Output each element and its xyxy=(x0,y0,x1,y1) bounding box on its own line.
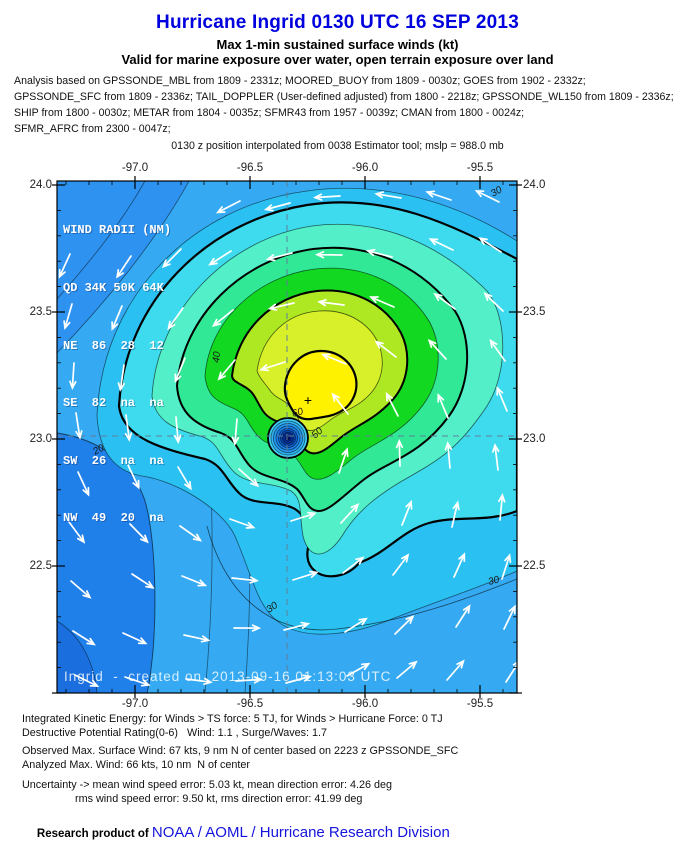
subtitle-wind-type: Max 1-min sustained surface winds (kt) xyxy=(216,37,459,52)
lon-tick-label-top: -96.0 xyxy=(351,162,379,174)
lat-tick-label-right: 23.5 xyxy=(523,306,546,318)
dpr-line: Destructive Potential Rating(0-6) Wind: … xyxy=(22,727,328,739)
contour-thin-northwest xyxy=(57,181,146,300)
wind-radii-title: WIND RADII (NM) xyxy=(63,223,172,238)
lon-tick-label-top: -97.0 xyxy=(121,162,149,174)
lat-tick-label-left: 23.0 xyxy=(29,433,52,445)
lon-tick-label-bottom: -95.5 xyxy=(466,698,494,710)
contour-label-60: 60 xyxy=(291,406,305,420)
credit-orgs-link[interactable]: NOAA / AOML / Hurricane Research Divisio… xyxy=(151,824,450,841)
contour-label-40: 40 xyxy=(211,351,223,364)
lon-tick-label-bottom: -96.0 xyxy=(351,698,379,710)
wind-radii-row-sw: SW 26 na na xyxy=(63,453,164,468)
wind-field-map: 20 30 30 30 40 50 60 + xyxy=(52,176,522,698)
wind-radii-row-nw: NW 49 20 na xyxy=(63,511,164,526)
lat-tick-label-right: 24.0 xyxy=(523,179,546,191)
axis-ticks xyxy=(52,176,522,698)
storm-center-crosshair xyxy=(57,181,517,693)
contour-thin-30-south xyxy=(206,525,517,631)
subtitle-exposure: Valid for marine exposure over water, op… xyxy=(121,52,554,67)
observed-max-line: Observed Max. Surface Wind: 67 kts, 9 nm… xyxy=(22,745,459,757)
lon-tick-label-top: -95.5 xyxy=(466,162,494,174)
lon-tick-label-bottom: -96.5 xyxy=(236,698,264,710)
ike-line: Integrated Kinetic Energy: for Winds > T… xyxy=(22,713,443,725)
analysis-sources-line-3: SHIP from 1800 - 0030z; METAR from 1804 … xyxy=(14,107,525,119)
contour-label-30: 30 xyxy=(489,184,505,199)
max-wind-plus-marker: + xyxy=(304,392,312,408)
credit-prefix: Research product of xyxy=(36,828,152,840)
wind-radii-row-se: SE 82 na na xyxy=(63,396,164,411)
wind-direction-arrows xyxy=(58,190,517,688)
contour-label-30: 30 xyxy=(487,574,501,587)
wind-radii-table: WIND RADII (NM) QD 34K 50K 64K NE 86 28 … xyxy=(63,183,171,548)
lat-tick-label-right: 22.5 xyxy=(523,560,546,572)
lat-tick-label-left: 23.5 xyxy=(29,306,52,318)
wind-radii-header: QD 34K 50K 64K xyxy=(63,281,164,296)
lon-tick-label-top: -96.5 xyxy=(236,162,264,174)
position-interpolation-line: 0130 z position interpolated from 0038 E… xyxy=(171,140,504,152)
eye-minimum-rings xyxy=(267,417,309,459)
page-title: Hurricane Ingrid 0130 UTC 16 SEP 2013 xyxy=(156,12,519,33)
lat-tick-label-right: 23.0 xyxy=(523,433,546,445)
lon-tick-label-bottom: -97.0 xyxy=(121,698,149,710)
analysis-sources-line-1: Analysis based on GPSSONDE_MBL from 1809… xyxy=(14,75,586,87)
lat-tick-label-left: 24.0 xyxy=(29,179,52,191)
uncertainty-line-1: Uncertainty -> mean wind speed error: 5.… xyxy=(22,779,392,791)
analyzed-max-line: Analyzed Max. Wind: 66 kts, 10 nm N of c… xyxy=(22,759,251,771)
lat-tick-label-left: 22.5 xyxy=(29,560,52,572)
map-watermark: Ingrid - created on 2013-09-16 01:13:03 … xyxy=(64,669,392,684)
map-border xyxy=(56,180,518,694)
contour-label-20: 20 xyxy=(90,443,106,459)
wind-radii-row-ne: NE 86 28 12 xyxy=(63,338,164,353)
analysis-sources-line-4: SFMR_AFRC from 2300 - 0047z; xyxy=(14,123,171,135)
analysis-sources-line-2: GPSSONDE_SFC from 1809 - 2336z; TAIL_DOP… xyxy=(14,91,674,103)
uncertainty-line-2: rms wind speed error: 9.50 kt, rms direc… xyxy=(75,793,363,805)
credit-row: Research product of NOAA / AOML / Hurric… xyxy=(28,806,450,842)
